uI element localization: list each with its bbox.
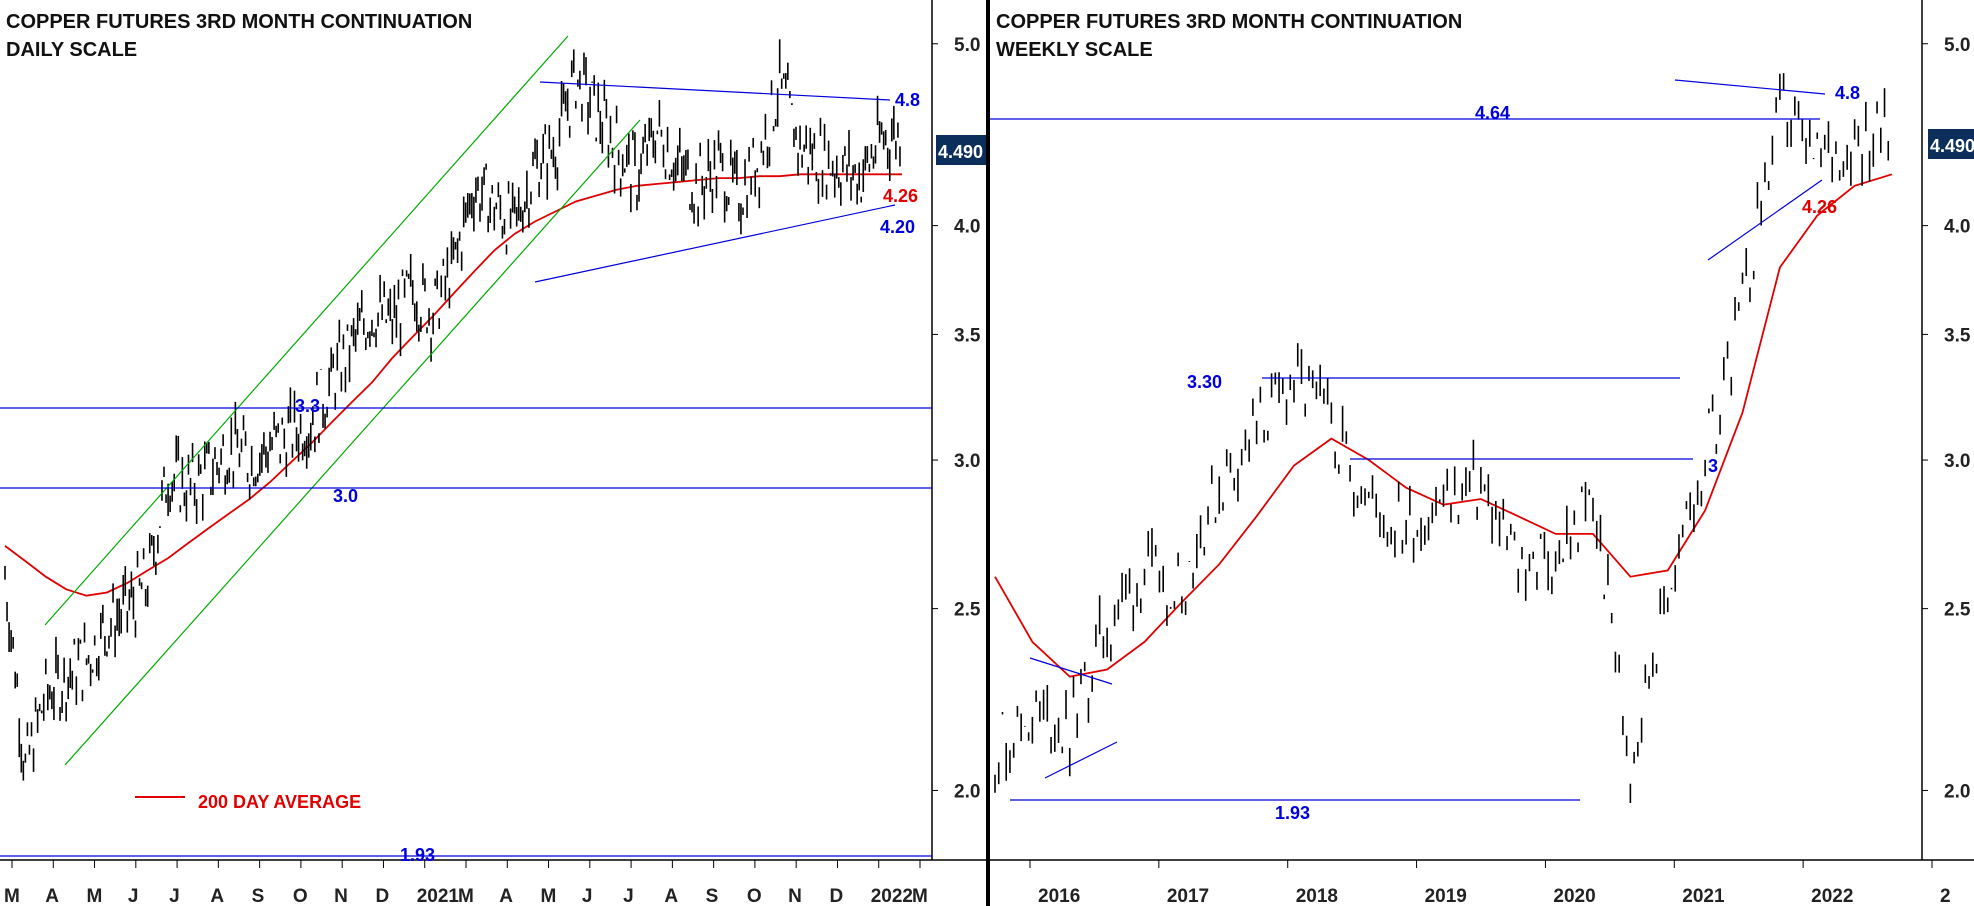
x-tick-label: 2017 xyxy=(1167,886,1209,906)
x-tick-label: N xyxy=(334,886,348,906)
level-label: 3.30 xyxy=(1187,372,1222,392)
level-label: 4.8 xyxy=(1835,83,1860,103)
channel-upper xyxy=(44,35,569,626)
level-label: 4.26 xyxy=(1802,197,1837,217)
level-line-trendline xyxy=(539,81,891,101)
x-tick-label: J xyxy=(128,886,139,906)
level-line-trendline xyxy=(1674,79,1826,95)
x-tick-label: 2022 xyxy=(871,886,913,906)
x-tick-label: M xyxy=(4,886,20,906)
last-price-tag: 4.490 xyxy=(1928,129,1974,159)
x-tick-label: A xyxy=(664,886,678,906)
level-label: 1.93 xyxy=(1275,803,1310,823)
x-tick-label: 2019 xyxy=(1425,886,1467,906)
trend-line xyxy=(1707,179,1823,261)
price-tag-value: 4.490 xyxy=(1930,136,1974,156)
price-tag-value: 4.490 xyxy=(938,142,983,162)
price-tag-box xyxy=(1928,129,1974,159)
x-tick-label: M xyxy=(87,886,103,906)
x-tick-label: M xyxy=(458,886,474,906)
y-tick-label: 4.0 xyxy=(1944,217,1970,238)
panel-divider xyxy=(986,0,990,906)
level-label: 3 xyxy=(1708,456,1718,476)
x-tick-label: 2020 xyxy=(1553,886,1595,906)
x-tick-label: O xyxy=(747,886,762,906)
y-tick-label: 2.5 xyxy=(1944,600,1971,621)
x-tick-label: N xyxy=(788,886,802,906)
x-tick-label: O xyxy=(293,886,308,906)
y-tick-label: 2.0 xyxy=(1944,781,1970,802)
level-line-trendline xyxy=(534,204,896,283)
x-tick-label: S xyxy=(706,886,719,906)
x-tick-label: D xyxy=(829,886,843,906)
price-bars xyxy=(4,39,901,781)
level-label: 4.26 xyxy=(883,186,918,206)
last-price-tag: 4.490 xyxy=(936,135,986,165)
x-tick-label: J xyxy=(582,886,593,906)
trend-line xyxy=(1029,657,1113,685)
x-tick-label: A xyxy=(499,886,513,906)
y-tick-label: 5.0 xyxy=(954,35,980,56)
chart-title: COPPER FUTURES 3RD MONTH CONTINUATION xyxy=(996,11,1462,33)
y-tick-label: 3.0 xyxy=(954,451,980,472)
x-tick-label: M xyxy=(541,886,557,906)
x-tick-label: D xyxy=(375,886,389,906)
chart-subtitle: DAILY SCALE xyxy=(6,39,137,61)
y-tick-label: 2.0 xyxy=(954,781,980,802)
panel-weekly: COPPER FUTURES 3RD MONTH CONTINUATION WEE… xyxy=(986,0,1974,906)
x-tick-label: 2021 xyxy=(417,886,460,906)
channel-lower xyxy=(64,119,641,766)
x-tick-label: J xyxy=(169,886,180,906)
level-label: 4.20 xyxy=(880,217,915,237)
y-tick-label: 3.0 xyxy=(1944,451,1970,472)
x-tick-label: M xyxy=(912,886,928,906)
average-line xyxy=(4,173,902,597)
x-tick-label: 2018 xyxy=(1296,886,1338,906)
chart-title: COPPER FUTURES 3RD MONTH CONTINUATION xyxy=(6,11,472,33)
x-tick-label: 2022 xyxy=(1811,886,1853,906)
level-label: 4.8 xyxy=(895,90,920,110)
level-label: 3.0 xyxy=(333,486,358,506)
level-label: 3.3 xyxy=(295,396,320,416)
y-tick-label: 3.5 xyxy=(1944,325,1971,346)
trend-line xyxy=(1044,741,1118,779)
y-tick-label: 2.5 xyxy=(954,600,981,621)
y-tick-label: 3.5 xyxy=(954,325,981,346)
y-tick-label: 5.0 xyxy=(1944,35,1970,56)
y-tick-label: 4.0 xyxy=(954,217,980,238)
legend-label: 200 DAY AVERAGE xyxy=(198,792,361,812)
x-tick-label: A xyxy=(210,886,224,906)
chart-subtitle: WEEKLY SCALE xyxy=(996,39,1153,61)
x-tick-label: 2016 xyxy=(1038,886,1080,906)
x-tick-label: A xyxy=(45,886,59,906)
x-tick-label: 2021 xyxy=(1682,886,1725,906)
panel-daily: COPPER FUTURES 3RD MONTH CONTINUATION DAI… xyxy=(0,0,990,906)
level-label: 1.93 xyxy=(400,845,435,865)
level-label: 4.64 xyxy=(1475,103,1510,123)
x-tick-label: J xyxy=(623,886,634,906)
x-tick-label: S xyxy=(252,886,265,906)
x-tick-label: 2 xyxy=(1940,886,1951,906)
price-bars xyxy=(994,73,1890,804)
price-tag-box xyxy=(936,135,986,165)
